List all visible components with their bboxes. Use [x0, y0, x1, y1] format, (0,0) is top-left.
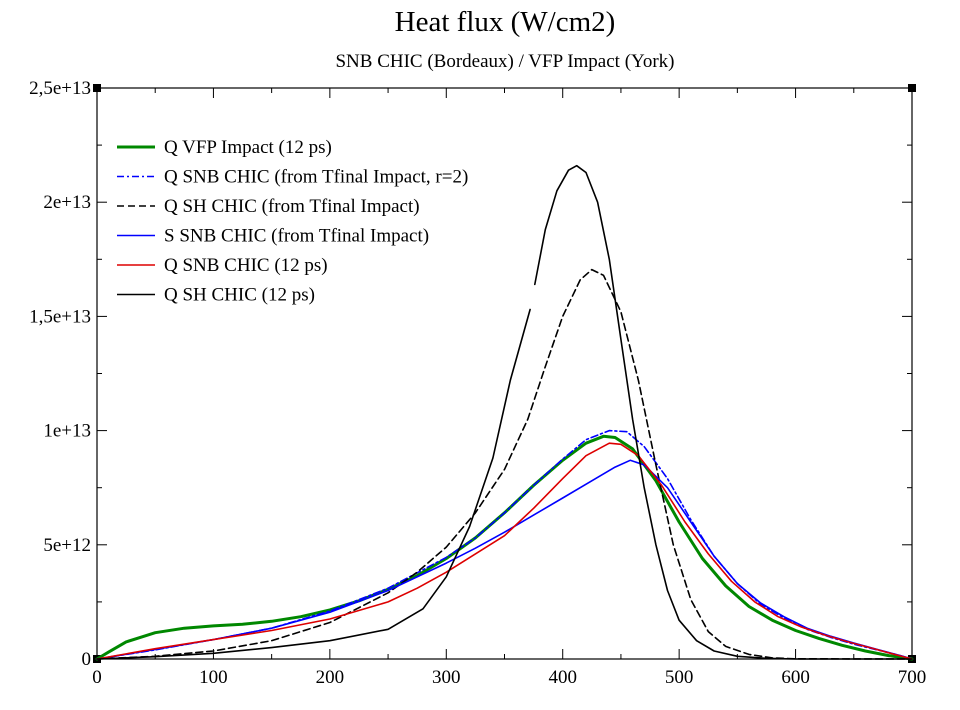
- y-tick-label: 2,5e+13: [29, 78, 91, 99]
- series-line-q-snb-chic-12-ps: [96, 442, 913, 660]
- x-tick-label: 600: [781, 667, 810, 688]
- y-tick-label: 1,5e+13: [29, 306, 91, 327]
- series-line-q-sh-chic-12-ps: [96, 164, 913, 660]
- x-tick-label: 200: [316, 667, 345, 688]
- legend-label: Q VFP Impact (12 ps): [164, 137, 332, 158]
- legend-label: Q SH CHIC (from Tfinal Impact): [164, 196, 420, 217]
- legend-label: S SNB CHIC (from Tfinal Impact): [164, 226, 429, 247]
- legend-label: Q SH CHIC (12 ps): [164, 285, 315, 306]
- y-tick-label: 2e+13: [43, 192, 91, 213]
- x-tick-label: 400: [548, 667, 577, 688]
- legend-label: Q SNB CHIC (from Tfinal Impact, r=2): [164, 167, 468, 188]
- x-tick-label: 500: [665, 667, 694, 688]
- chart-subtitle: SNB CHIC (Bordeaux) / VFP Impact (York): [335, 51, 674, 72]
- series-line-q-sh-chic-from-tfinal-impact: [96, 268, 913, 660]
- y-tick-label: 0: [82, 649, 92, 670]
- x-tick-label: 0: [92, 667, 102, 688]
- x-tick-label: 300: [432, 667, 461, 688]
- y-tick-label: 5e+12: [43, 535, 91, 556]
- legend-label: Q SNB CHIC (12 ps): [164, 255, 328, 276]
- x-tick-label: 700: [898, 667, 927, 688]
- x-tick-label: 100: [199, 667, 228, 688]
- y-tick-label: 1e+13: [43, 421, 91, 442]
- chart-title: Heat flux (W/cm2): [395, 6, 616, 38]
